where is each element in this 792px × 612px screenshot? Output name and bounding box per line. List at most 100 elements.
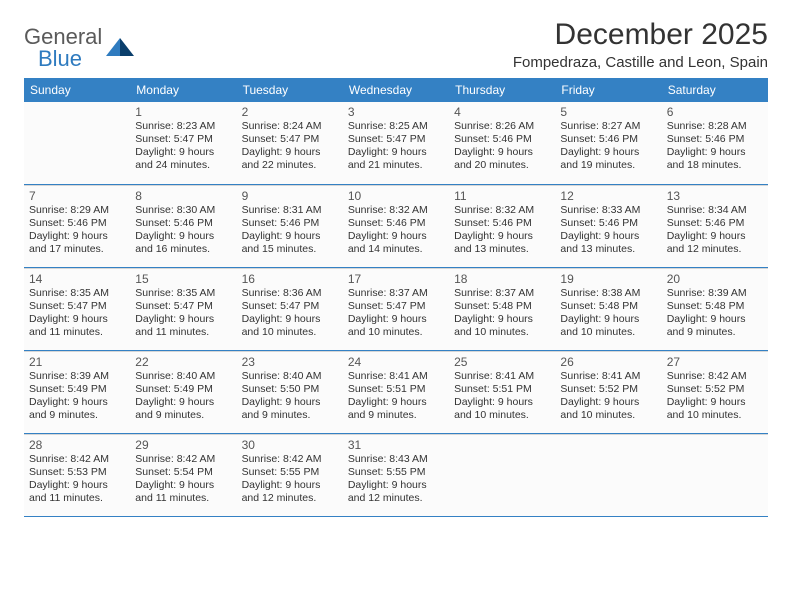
daylight-line: Daylight: 9 hours and 24 minutes. bbox=[135, 146, 231, 172]
calendar-day: 4Sunrise: 8:26 AMSunset: 5:46 PMDaylight… bbox=[449, 102, 555, 184]
daylight-line: Daylight: 9 hours and 12 minutes. bbox=[667, 230, 763, 256]
day-number: 23 bbox=[242, 355, 338, 369]
calendar-day: 10Sunrise: 8:32 AMSunset: 5:46 PMDayligh… bbox=[343, 185, 449, 267]
day-number: 21 bbox=[29, 355, 125, 369]
daylight-line: Daylight: 9 hours and 9 minutes. bbox=[348, 396, 444, 422]
sunset-line: Sunset: 5:47 PM bbox=[348, 133, 444, 146]
calendar-day: 17Sunrise: 8:37 AMSunset: 5:47 PMDayligh… bbox=[343, 268, 449, 350]
day-number: 24 bbox=[348, 355, 444, 369]
calendar-day: 15Sunrise: 8:35 AMSunset: 5:47 PMDayligh… bbox=[130, 268, 236, 350]
location: Fompedraza, Castille and Leon, Spain bbox=[513, 54, 768, 71]
sunrise-line: Sunrise: 8:37 AM bbox=[348, 287, 444, 300]
sunset-line: Sunset: 5:52 PM bbox=[560, 383, 656, 396]
calendar-day: 5Sunrise: 8:27 AMSunset: 5:46 PMDaylight… bbox=[555, 102, 661, 184]
daylight-line: Daylight: 9 hours and 9 minutes. bbox=[667, 313, 763, 339]
day-number: 31 bbox=[348, 438, 444, 452]
daylight-line: Daylight: 9 hours and 9 minutes. bbox=[29, 396, 125, 422]
daylight-line: Daylight: 9 hours and 11 minutes. bbox=[29, 479, 125, 505]
logo: General Blue bbox=[24, 24, 136, 72]
sunrise-line: Sunrise: 8:34 AM bbox=[667, 204, 763, 217]
calendar-day: 25Sunrise: 8:41 AMSunset: 5:51 PMDayligh… bbox=[449, 351, 555, 433]
daylight-line: Daylight: 9 hours and 10 minutes. bbox=[242, 313, 338, 339]
calendar: SundayMondayTuesdayWednesdayThursdayFrid… bbox=[24, 78, 768, 517]
sunrise-line: Sunrise: 8:25 AM bbox=[348, 120, 444, 133]
calendar-week: 7Sunrise: 8:29 AMSunset: 5:46 PMDaylight… bbox=[24, 185, 768, 268]
sunset-line: Sunset: 5:48 PM bbox=[667, 300, 763, 313]
sunrise-line: Sunrise: 8:32 AM bbox=[348, 204, 444, 217]
calendar-day: 9Sunrise: 8:31 AMSunset: 5:46 PMDaylight… bbox=[237, 185, 343, 267]
sunset-line: Sunset: 5:54 PM bbox=[135, 466, 231, 479]
sunrise-line: Sunrise: 8:35 AM bbox=[29, 287, 125, 300]
sunrise-line: Sunrise: 8:28 AM bbox=[667, 120, 763, 133]
sunset-line: Sunset: 5:50 PM bbox=[242, 383, 338, 396]
daylight-line: Daylight: 9 hours and 16 minutes. bbox=[135, 230, 231, 256]
daylight-line: Daylight: 9 hours and 13 minutes. bbox=[454, 230, 550, 256]
sunset-line: Sunset: 5:48 PM bbox=[560, 300, 656, 313]
calendar-day: 3Sunrise: 8:25 AMSunset: 5:47 PMDaylight… bbox=[343, 102, 449, 184]
daylight-line: Daylight: 9 hours and 20 minutes. bbox=[454, 146, 550, 172]
calendar-day: 28Sunrise: 8:42 AMSunset: 5:53 PMDayligh… bbox=[24, 434, 130, 516]
daylight-line: Daylight: 9 hours and 11 minutes. bbox=[29, 313, 125, 339]
calendar-day: 19Sunrise: 8:38 AMSunset: 5:48 PMDayligh… bbox=[555, 268, 661, 350]
sunset-line: Sunset: 5:46 PM bbox=[560, 133, 656, 146]
calendar-week: 14Sunrise: 8:35 AMSunset: 5:47 PMDayligh… bbox=[24, 268, 768, 351]
daylight-line: Daylight: 9 hours and 10 minutes. bbox=[454, 313, 550, 339]
sunrise-line: Sunrise: 8:37 AM bbox=[454, 287, 550, 300]
daylight-line: Daylight: 9 hours and 17 minutes. bbox=[29, 230, 125, 256]
day-number: 16 bbox=[242, 272, 338, 286]
calendar-day: 18Sunrise: 8:37 AMSunset: 5:48 PMDayligh… bbox=[449, 268, 555, 350]
daylight-line: Daylight: 9 hours and 19 minutes. bbox=[560, 146, 656, 172]
sunrise-line: Sunrise: 8:24 AM bbox=[242, 120, 338, 133]
sunset-line: Sunset: 5:47 PM bbox=[242, 133, 338, 146]
sunrise-line: Sunrise: 8:36 AM bbox=[242, 287, 338, 300]
header: General Blue December 2025 Fompedraza, C… bbox=[24, 18, 768, 72]
calendar-day: 29Sunrise: 8:42 AMSunset: 5:54 PMDayligh… bbox=[130, 434, 236, 516]
sunrise-line: Sunrise: 8:29 AM bbox=[29, 204, 125, 217]
weekday-header: Tuesday bbox=[237, 78, 343, 102]
sunrise-line: Sunrise: 8:40 AM bbox=[135, 370, 231, 383]
day-number: 25 bbox=[454, 355, 550, 369]
sunrise-line: Sunrise: 8:27 AM bbox=[560, 120, 656, 133]
calendar-week: 28Sunrise: 8:42 AMSunset: 5:53 PMDayligh… bbox=[24, 434, 768, 517]
day-number: 9 bbox=[242, 189, 338, 203]
daylight-line: Daylight: 9 hours and 10 minutes. bbox=[348, 313, 444, 339]
daylight-line: Daylight: 9 hours and 10 minutes. bbox=[667, 396, 763, 422]
calendar-day: 6Sunrise: 8:28 AMSunset: 5:46 PMDaylight… bbox=[662, 102, 768, 184]
day-number: 4 bbox=[454, 105, 550, 119]
day-number: 1 bbox=[135, 105, 231, 119]
calendar-day: 12Sunrise: 8:33 AMSunset: 5:46 PMDayligh… bbox=[555, 185, 661, 267]
daylight-line: Daylight: 9 hours and 22 minutes. bbox=[242, 146, 338, 172]
weekday-header: Thursday bbox=[449, 78, 555, 102]
calendar-day: 8Sunrise: 8:30 AMSunset: 5:46 PMDaylight… bbox=[130, 185, 236, 267]
sunset-line: Sunset: 5:47 PM bbox=[135, 300, 231, 313]
calendar-day: 26Sunrise: 8:41 AMSunset: 5:52 PMDayligh… bbox=[555, 351, 661, 433]
calendar-day: 21Sunrise: 8:39 AMSunset: 5:49 PMDayligh… bbox=[24, 351, 130, 433]
sunrise-line: Sunrise: 8:30 AM bbox=[135, 204, 231, 217]
weekday-header: Monday bbox=[130, 78, 236, 102]
day-number: 11 bbox=[454, 189, 550, 203]
sunset-line: Sunset: 5:47 PM bbox=[242, 300, 338, 313]
daylight-line: Daylight: 9 hours and 12 minutes. bbox=[348, 479, 444, 505]
day-number: 29 bbox=[135, 438, 231, 452]
weekday-header: Saturday bbox=[662, 78, 768, 102]
daylight-line: Daylight: 9 hours and 18 minutes. bbox=[667, 146, 763, 172]
calendar-empty-cell bbox=[449, 434, 555, 516]
sunrise-line: Sunrise: 8:42 AM bbox=[135, 453, 231, 466]
sunrise-line: Sunrise: 8:23 AM bbox=[135, 120, 231, 133]
calendar-week: 21Sunrise: 8:39 AMSunset: 5:49 PMDayligh… bbox=[24, 351, 768, 434]
weekday-header-row: SundayMondayTuesdayWednesdayThursdayFrid… bbox=[24, 78, 768, 102]
sunset-line: Sunset: 5:49 PM bbox=[135, 383, 231, 396]
calendar-day: 16Sunrise: 8:36 AMSunset: 5:47 PMDayligh… bbox=[237, 268, 343, 350]
daylight-line: Daylight: 9 hours and 10 minutes. bbox=[560, 313, 656, 339]
sunset-line: Sunset: 5:47 PM bbox=[135, 133, 231, 146]
day-number: 14 bbox=[29, 272, 125, 286]
sunrise-line: Sunrise: 8:32 AM bbox=[454, 204, 550, 217]
sunset-line: Sunset: 5:51 PM bbox=[454, 383, 550, 396]
calendar-empty-cell bbox=[24, 102, 130, 184]
day-number: 15 bbox=[135, 272, 231, 286]
sunset-line: Sunset: 5:46 PM bbox=[454, 133, 550, 146]
sunrise-line: Sunrise: 8:41 AM bbox=[560, 370, 656, 383]
calendar-day: 14Sunrise: 8:35 AMSunset: 5:47 PMDayligh… bbox=[24, 268, 130, 350]
sunrise-line: Sunrise: 8:38 AM bbox=[560, 287, 656, 300]
sunrise-line: Sunrise: 8:42 AM bbox=[242, 453, 338, 466]
